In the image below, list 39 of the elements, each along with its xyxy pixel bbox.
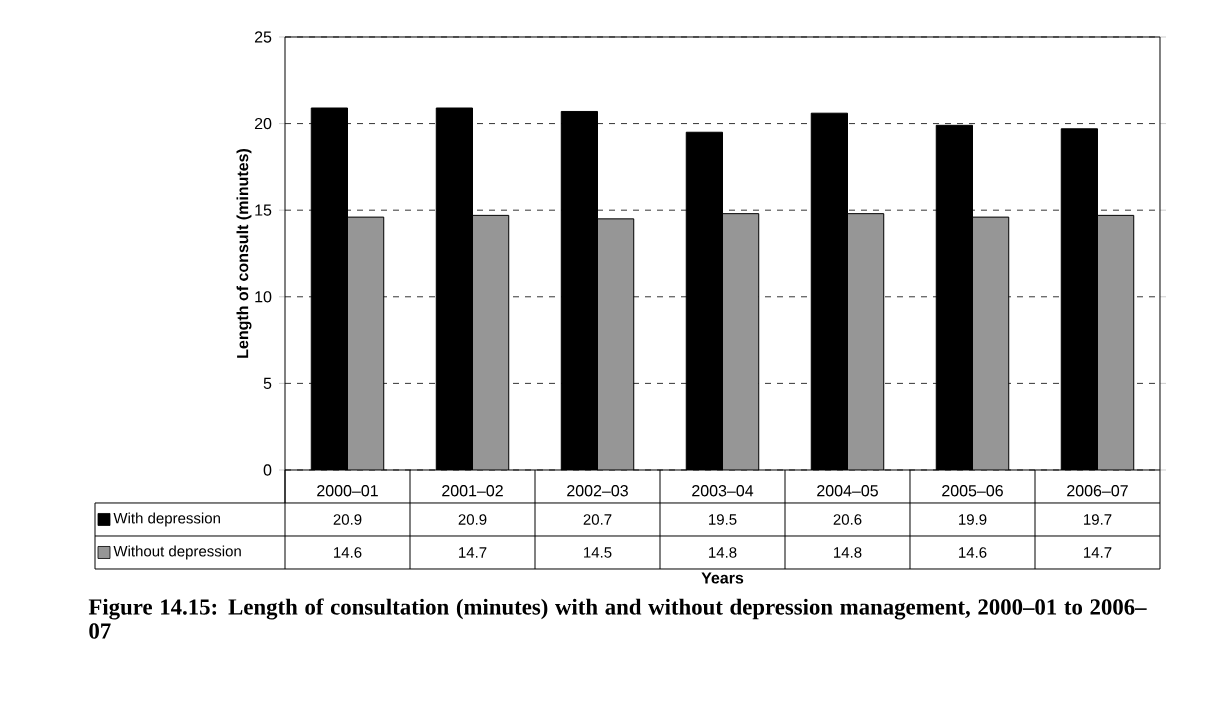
x-tick-label: 2000–01 — [317, 485, 378, 497]
x-tick-label: 2004–05 — [817, 485, 878, 497]
x-tick-label: 2002–03 — [567, 485, 628, 497]
data-label: 14.7 — [1084, 547, 1112, 558]
y-tick-label: 15 — [255, 204, 272, 216]
legend-label: Without depression — [113, 545, 241, 560]
bar — [597, 218, 635, 470]
x-tick-label: 2006–07 — [1067, 485, 1128, 497]
data-label: 19.9 — [959, 514, 987, 525]
data-label: 20.7 — [583, 514, 612, 525]
data-label: 19.7 — [1084, 514, 1112, 525]
y-axis-title: Length of consult (minutes) — [236, 148, 252, 358]
data-label: 14.7 — [459, 547, 487, 558]
bar — [472, 214, 510, 470]
bar — [1097, 214, 1135, 470]
y-tick-label: 20 — [254, 117, 272, 130]
data-label: 14.8 — [709, 547, 737, 558]
text: Figure 14.15: Length of consultation (minutes) with and without depression management, 2000–01 to 2006–07 — [88, 598, 1147, 639]
bar — [972, 216, 1010, 470]
x-axis-title: Years — [701, 572, 744, 584]
data-label: 14.5 — [584, 547, 612, 558]
data-label: 20.9 — [333, 514, 362, 525]
bar — [847, 213, 885, 470]
data-label: 20.6 — [833, 514, 862, 525]
bar — [347, 216, 385, 470]
data-label: 14.6 — [959, 547, 987, 558]
data-label: 14.8 — [834, 547, 862, 558]
legend-label: With depression — [113, 512, 220, 527]
y-tick-label: 5 — [263, 377, 272, 389]
x-tick-label: 2001–02 — [442, 485, 503, 497]
data-label: 20.9 — [458, 514, 487, 525]
data-label: 14.6 — [334, 547, 362, 558]
y-tick-label: 25 — [254, 31, 272, 43]
bar — [722, 213, 760, 470]
y-tick-label: 0 — [263, 464, 272, 476]
y-tick-label: 10 — [255, 291, 272, 303]
x-tick-label: 2003–04 — [692, 485, 754, 497]
x-tick-label: 2005–06 — [942, 485, 1003, 497]
data-label: 19.5 — [709, 514, 737, 525]
